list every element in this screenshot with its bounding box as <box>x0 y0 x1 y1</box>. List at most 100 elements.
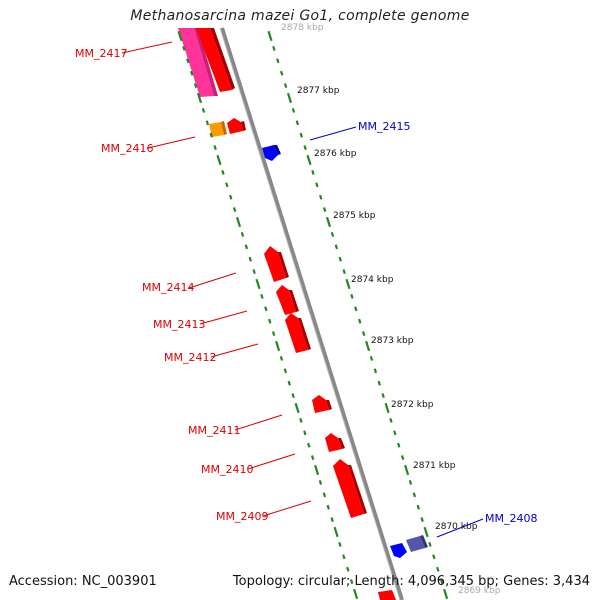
gene-label-mm-2410[interactable]: MM_2410 <box>201 463 253 476</box>
scale-label: 2877 kbp <box>297 86 340 96</box>
tick-mark <box>229 194 233 200</box>
tick-mark <box>326 504 330 510</box>
gene-label-mm-2412[interactable]: MM_2412 <box>164 351 216 364</box>
tick-mark <box>235 216 242 228</box>
tick-mark <box>283 368 288 374</box>
purple-feature <box>406 536 425 552</box>
tick-mark <box>272 45 276 51</box>
scale-label: 2873 kbp <box>371 336 414 346</box>
gene-shape-bottom <box>378 590 396 600</box>
tick-mark <box>264 306 268 312</box>
gene-label-mm-2417[interactable]: MM_2417 <box>75 47 127 60</box>
tick-mark <box>338 256 342 262</box>
gene-label-mm-2408[interactable]: MM_2408 <box>485 512 537 525</box>
tick-mark <box>373 368 378 374</box>
gene-shape-mm-2410-shade <box>338 438 345 449</box>
gene-label-mm-2416[interactable]: MM_2416 <box>101 142 153 155</box>
gene-shape-mm-2413 <box>276 285 296 315</box>
tick-mark <box>201 107 206 113</box>
scale-label: 2872 kbp <box>391 400 434 410</box>
tick-mark <box>240 231 245 237</box>
tick-mark <box>260 293 264 299</box>
accession-label: Accession: NC_003901 <box>9 574 157 589</box>
tick-mark <box>225 182 229 188</box>
tick-mark <box>295 120 300 126</box>
tick-mark <box>412 492 417 498</box>
pink-feature-shade <box>194 28 218 96</box>
tick-mark <box>193 83 198 89</box>
gene-shape-mm-2415 <box>262 145 278 161</box>
tick-mark <box>279 70 284 76</box>
gene-shape-mm-2410 <box>325 433 342 452</box>
tick-mark <box>397 442 401 448</box>
tick-mark <box>232 207 237 213</box>
left-tick-track <box>177 30 359 600</box>
tick-mark <box>276 58 280 64</box>
genome-summary-label: Topology: circular; Length: 4,096,345 bp… <box>232 574 590 589</box>
tick-mark <box>322 492 327 498</box>
tick-mark <box>314 464 320 476</box>
leader-line-mm-2412 <box>210 343 259 358</box>
gene-shape-mm-2417-shade <box>210 28 235 90</box>
tick-mark <box>384 402 390 414</box>
tick-mark <box>186 58 190 64</box>
gene-shape-mm-2411-shade <box>326 400 332 410</box>
tick-mark <box>358 318 362 324</box>
gene-labels: MM_2417 MM_2416 MM_2414 MM_2413 MM_2412 MM_24… <box>75 41 537 538</box>
tick-mark <box>275 340 281 352</box>
tick-mark <box>205 120 210 126</box>
scale-label: 2878 kbp <box>281 23 324 33</box>
tick-mark <box>319 194 323 200</box>
map-title: Methanosarcina mazei Go1, complete genom… <box>130 8 470 24</box>
scale-label: 2874 kbp <box>351 275 394 285</box>
tick-mark <box>307 442 311 448</box>
tick-mark <box>279 355 284 361</box>
tick-mark <box>248 256 252 262</box>
tick-mark <box>244 244 249 250</box>
genome-backbone-highlight <box>219 27 401 600</box>
tick-mark <box>287 380 291 386</box>
tick-mark <box>443 588 449 600</box>
gene-shape-mm-2414-shade <box>278 252 289 278</box>
tick-mark <box>404 464 410 476</box>
tick-mark <box>408 479 413 485</box>
gene-shape-mm-2416-shade <box>241 121 246 131</box>
gene-label-mm-2414[interactable]: MM_2414 <box>142 281 194 294</box>
gene-label-mm-2409[interactable]: MM_2409 <box>216 510 268 523</box>
tick-mark <box>400 455 405 461</box>
gene-shape-mm-2414 <box>264 246 286 282</box>
gene-label-mm-2411[interactable]: MM_2411 <box>188 424 240 437</box>
leader-line-mm-2413 <box>199 310 248 325</box>
tick-mark <box>291 393 295 399</box>
gene-label-mm-2415[interactable]: MM_2415 <box>358 120 410 133</box>
scale-label: 2875 kbp <box>333 211 376 221</box>
tick-mark <box>182 45 186 51</box>
leader-line-mm-2408 <box>436 518 484 538</box>
tick-mark <box>389 417 393 423</box>
tick-mark <box>361 331 366 337</box>
tick-mark <box>381 393 385 399</box>
leader-line-mm-2415 <box>309 126 357 141</box>
tick-mark <box>299 417 303 423</box>
gene-shape-mm-2413-shade <box>289 290 299 312</box>
tick-mark <box>311 169 315 175</box>
tick-mark <box>338 541 342 547</box>
tick-mark <box>345 278 351 290</box>
tick-mark <box>428 541 432 547</box>
orange-feature-shade <box>221 121 227 135</box>
gene-label-mm-2413[interactable]: MM_2413 <box>153 318 205 331</box>
tick-mark <box>271 331 276 337</box>
tick-mark <box>333 526 339 538</box>
scale-label: 2876 kbp <box>314 149 357 159</box>
scale-label: 2871 kbp <box>413 461 456 471</box>
tick-mark <box>436 566 440 572</box>
gene-shape-mm-2408 <box>390 543 407 558</box>
gene-shape-mm-2409 <box>333 459 364 518</box>
genome-backbone <box>220 27 404 600</box>
tick-mark <box>213 145 217 151</box>
tick-mark <box>268 318 272 324</box>
gene-shape-mm-2412-shade <box>298 318 311 350</box>
scale-label: 2870 kbp <box>435 522 478 532</box>
